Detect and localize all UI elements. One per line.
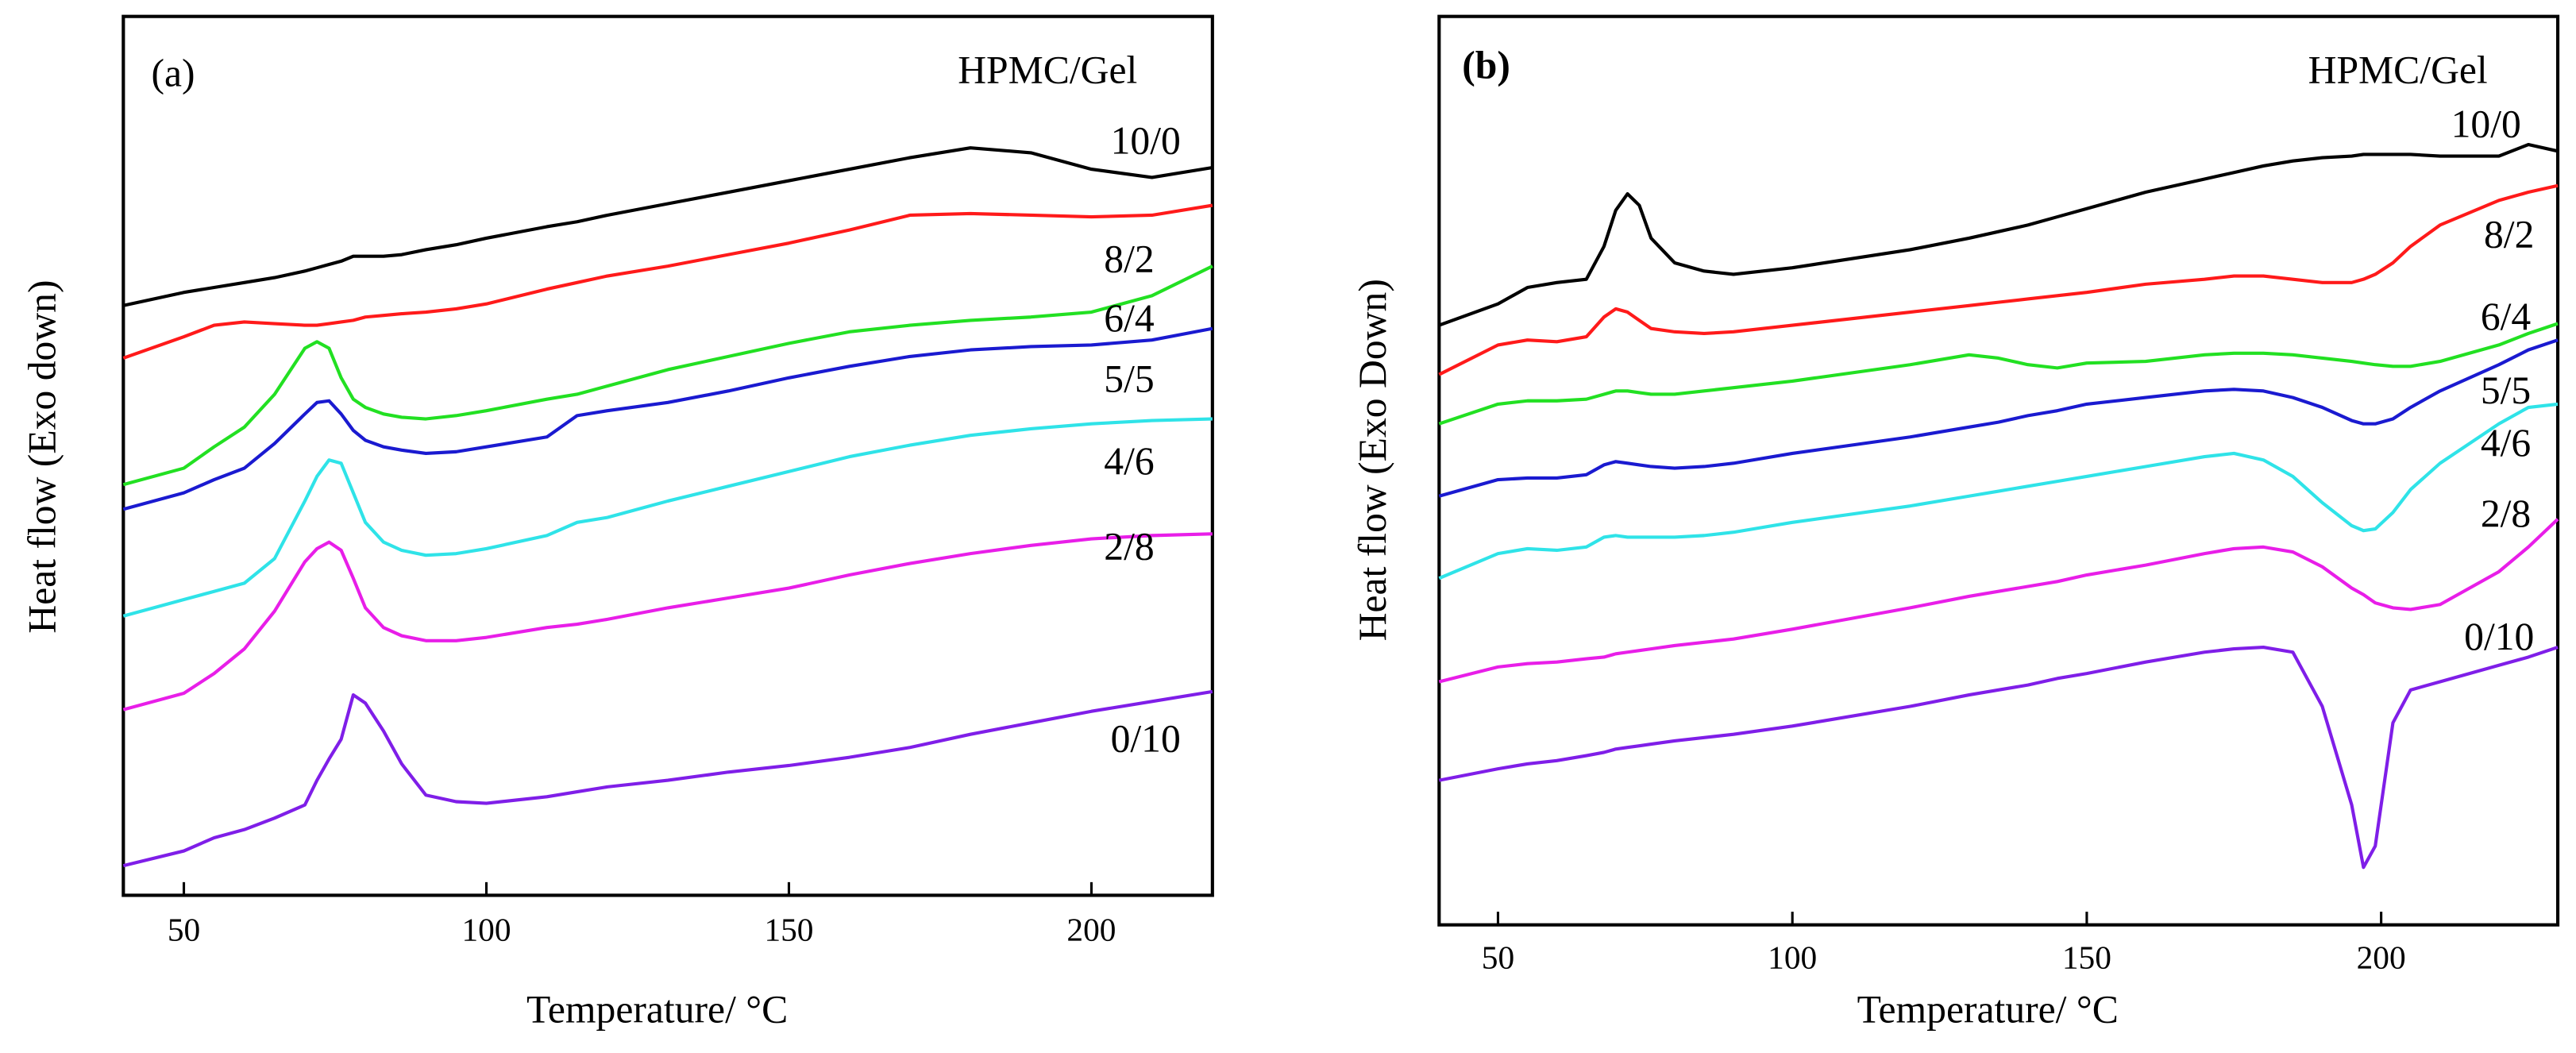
curve (122, 264, 1213, 487)
x-tick-label: 200 (1066, 911, 1116, 947)
curve (1438, 142, 2559, 327)
series-label: 8/2 (2484, 212, 2534, 256)
panel-label: (b) (1462, 43, 1510, 87)
curve (1438, 518, 2559, 684)
curve (122, 417, 1213, 618)
series-label: 5/5 (1104, 357, 1154, 400)
curve (122, 326, 1213, 511)
legend-title: HPMC/Gel (958, 48, 1137, 91)
x-tick-label: 200 (2357, 939, 2406, 976)
curve (1438, 402, 2559, 580)
x-tick-label: 150 (764, 911, 813, 947)
plot-frame (1437, 14, 2560, 927)
curve (122, 689, 1213, 868)
plot-frame (121, 14, 1214, 897)
curve (122, 146, 1213, 307)
y-axis-label: Heat flow (Exo Down) (1351, 279, 1394, 641)
series-label: 4/6 (2481, 421, 2531, 465)
series-label: 2/8 (2481, 492, 2531, 535)
y-axis-label: Heat flow (Exo down) (20, 280, 64, 634)
series-label: 0/10 (2464, 615, 2534, 658)
x-axis-label: Temperature/ °C (526, 988, 788, 1032)
x-tick-label: 100 (461, 911, 511, 947)
curve (1438, 322, 2559, 426)
curve (1438, 183, 2559, 376)
series-label: 6/4 (2481, 295, 2532, 338)
x-tick-label: 100 (1768, 939, 1817, 976)
series-label: 6/4 (1104, 296, 1155, 340)
curve (1438, 645, 2559, 870)
x-tick-label: 50 (1482, 939, 1514, 976)
legend-title: HPMC/Gel (2308, 48, 2488, 91)
x-tick-label: 50 (168, 911, 200, 947)
panel-label: (a) (151, 52, 195, 95)
series-label: 4/6 (1104, 439, 1154, 483)
x-axis-label: Temperature/ °C (1857, 988, 2119, 1032)
curve (1438, 338, 2559, 498)
series-label: 8/2 (1104, 237, 1154, 280)
x-tick-label: 150 (2062, 939, 2111, 976)
series-label: 0/10 (1111, 716, 1181, 760)
series-label: 2/8 (1104, 524, 1154, 568)
curve (122, 203, 1213, 360)
series-label: 10/0 (1111, 118, 1181, 162)
curve (122, 532, 1213, 712)
series-label: 10/0 (2451, 102, 2521, 146)
series-label: 5/5 (2481, 368, 2531, 412)
